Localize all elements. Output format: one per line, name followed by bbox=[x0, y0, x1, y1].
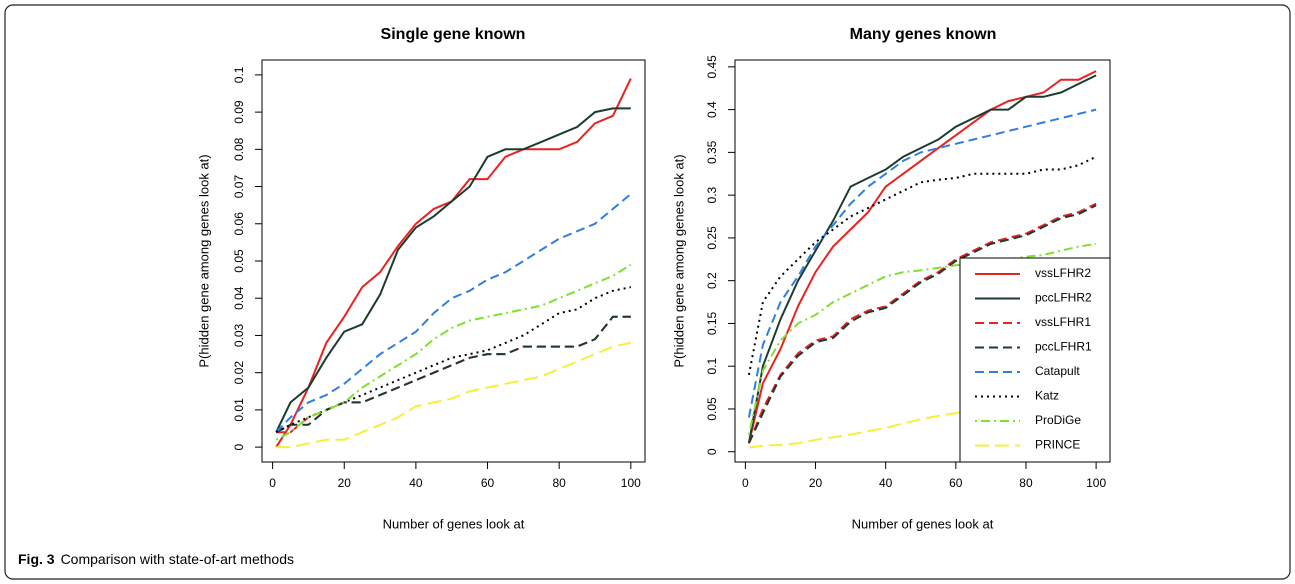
series-line bbox=[747, 204, 1097, 444]
legend-label: Katz bbox=[1035, 389, 1059, 403]
y-tick-label: 0.1 bbox=[232, 66, 246, 83]
legend-label: Catapult bbox=[1035, 364, 1080, 378]
y-tick-label: 0.03 bbox=[232, 323, 246, 347]
x-tick-label: 0 bbox=[269, 476, 276, 490]
x-tick-label: 0 bbox=[742, 476, 749, 490]
y-tick-label: 0.2 bbox=[705, 272, 719, 289]
y-tick-label: 0.08 bbox=[232, 137, 246, 161]
chart-title: Single gene known bbox=[381, 26, 526, 43]
y-tick-label: 0.01 bbox=[232, 398, 246, 422]
y-tick-label: 0.07 bbox=[232, 175, 246, 199]
series-line bbox=[276, 341, 632, 449]
series-line bbox=[275, 263, 632, 441]
series-line bbox=[275, 107, 631, 433]
legend-label: pccLFHR1 bbox=[1035, 340, 1092, 354]
x-axis-label: Number of genes look at bbox=[852, 516, 994, 531]
y-tick-label: 0.3 bbox=[705, 186, 719, 203]
x-tick-label: 80 bbox=[552, 476, 566, 490]
y-tick-label: 0.05 bbox=[232, 249, 246, 273]
x-tick-label: 40 bbox=[879, 476, 893, 490]
legend-label: pccLFHR2 bbox=[1035, 291, 1092, 305]
y-axis-label: P(hidden gene among genes look at) bbox=[671, 154, 686, 367]
y-tick-label: 0.15 bbox=[705, 311, 719, 335]
caption-text: Comparison with state-of-art methods bbox=[61, 551, 294, 567]
series-line bbox=[747, 74, 1097, 444]
x-tick-label: 100 bbox=[621, 476, 641, 490]
y-tick-label: 0.02 bbox=[232, 361, 246, 385]
y-tick-label: 0.1 bbox=[705, 358, 719, 375]
y-tick-label: 0.09 bbox=[232, 100, 246, 124]
y-tick-label: 0 bbox=[232, 443, 246, 450]
x-tick-label: 20 bbox=[809, 476, 823, 490]
x-tick-label: 60 bbox=[481, 476, 495, 490]
y-tick-label: 0.4 bbox=[705, 101, 719, 118]
legend-label: vssLFHR1 bbox=[1035, 315, 1091, 329]
y-tick-label: 0.35 bbox=[705, 140, 719, 164]
series-line bbox=[747, 70, 1097, 444]
series-line bbox=[275, 193, 632, 433]
legend-box bbox=[959, 257, 1111, 463]
y-tick-label: 0 bbox=[705, 448, 719, 455]
x-tick-label: 100 bbox=[1086, 476, 1106, 490]
x-tick-label: 40 bbox=[409, 476, 423, 490]
x-tick-label: 60 bbox=[949, 476, 963, 490]
y-tick-label: 0.45 bbox=[705, 55, 719, 79]
y-tick-label: 0.05 bbox=[705, 397, 719, 421]
legend-label: vssLFHR2 bbox=[1035, 266, 1091, 280]
y-tick-label: 0.04 bbox=[232, 286, 246, 310]
y-tick-label: 0.25 bbox=[705, 226, 719, 250]
x-tick-label: 80 bbox=[1019, 476, 1033, 490]
x-tick-label: 20 bbox=[338, 476, 352, 490]
y-axis-label: P(hidden gene among genes look at) bbox=[196, 154, 211, 367]
caption: Fig. 3 Comparison with state-of-art metho… bbox=[18, 551, 294, 567]
series-line bbox=[747, 108, 1097, 418]
legend-label: PRINCE bbox=[1035, 438, 1080, 452]
x-axis-label: Number of genes look at bbox=[383, 516, 525, 531]
legend-label: ProDiGe bbox=[1035, 413, 1081, 427]
caption-label: Fig. 3 bbox=[18, 551, 55, 567]
series-line bbox=[747, 242, 1097, 435]
chart-title: Many genes known bbox=[850, 26, 997, 43]
y-tick-label: 0.06 bbox=[232, 212, 246, 236]
